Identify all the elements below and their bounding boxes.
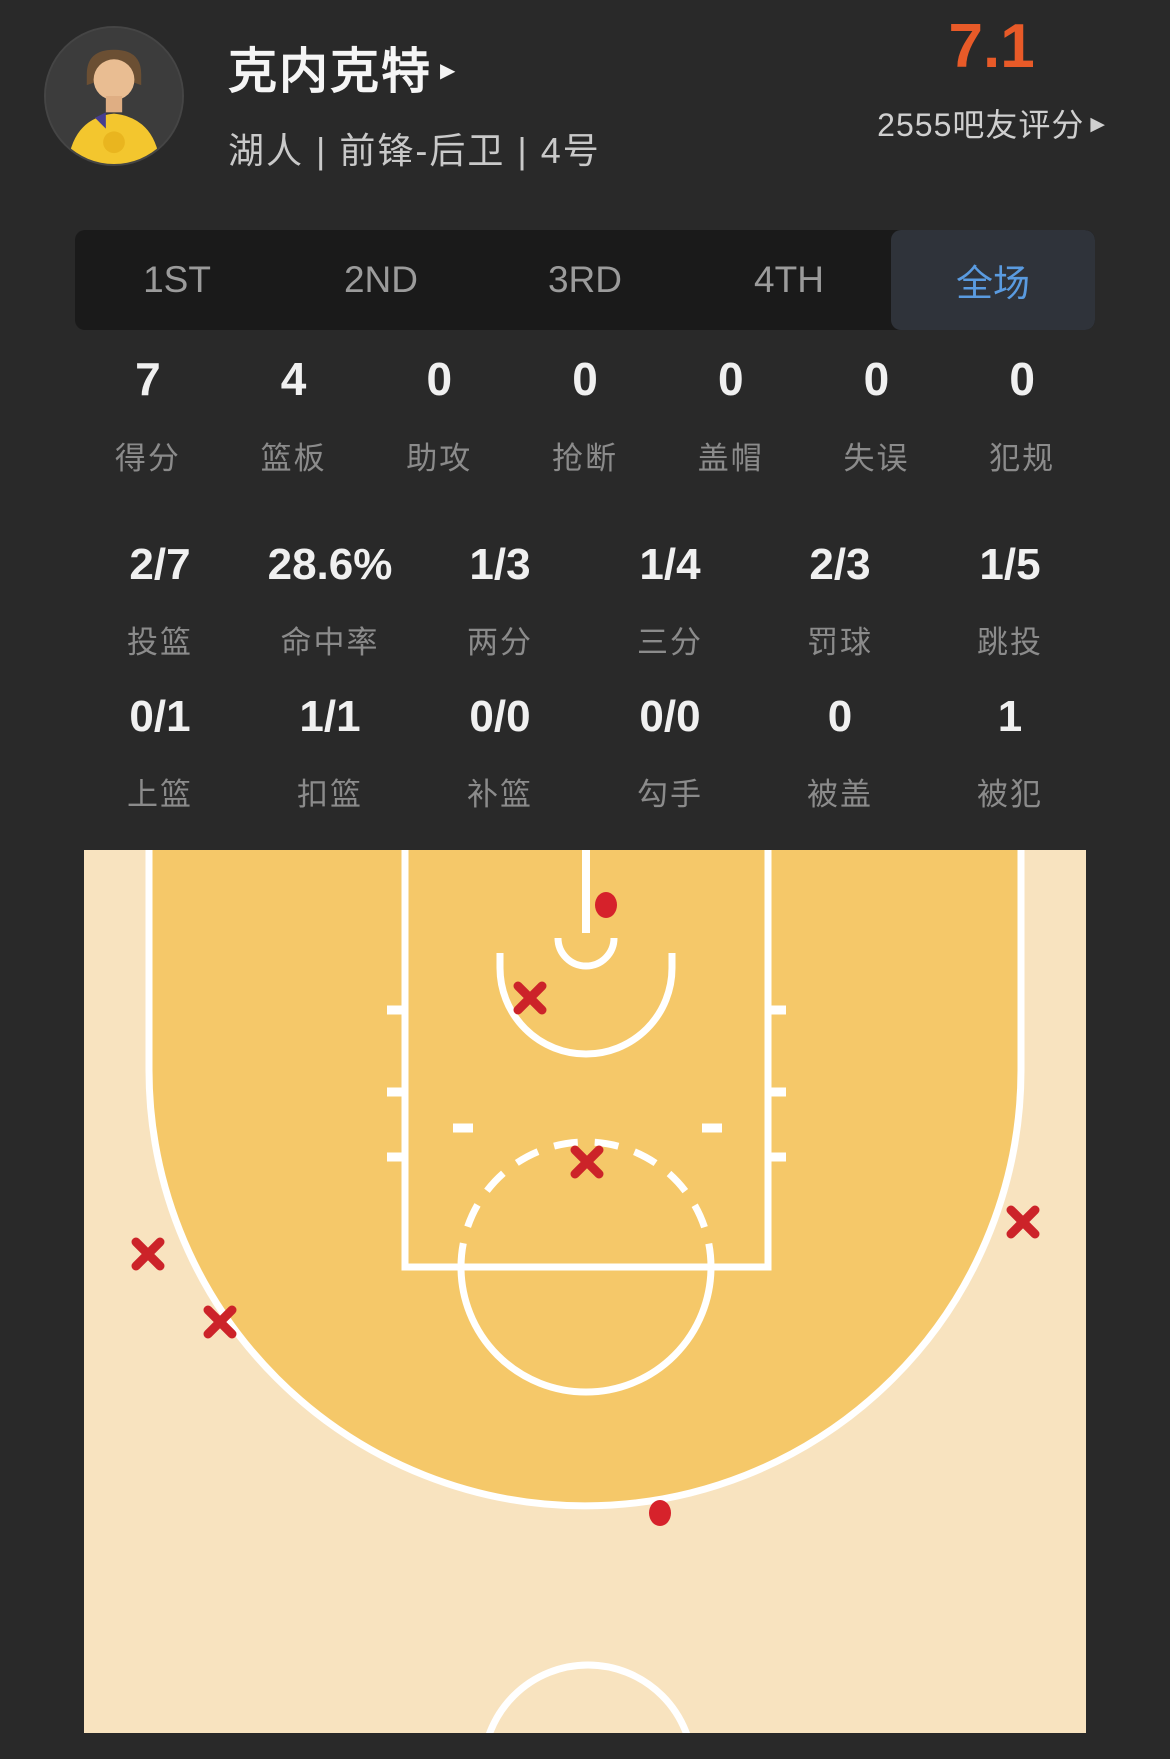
player-team-position: 湖人 | 前锋-后卫 | 4号 (228, 130, 601, 171)
shot-missed-marker (1006, 1205, 1040, 1239)
stat-assists: 0 助攻 (366, 352, 512, 478)
stat-label: 三分 (637, 625, 703, 660)
stat-value: 0 (827, 692, 853, 741)
stat-label: 得分 (114, 441, 181, 476)
shot-missed-marker (513, 981, 547, 1015)
stat-value: 1/1 (299, 692, 361, 741)
stat-label: 补篮 (467, 777, 533, 812)
rim-arc (554, 937, 618, 970)
stat-label: 抢断 (552, 441, 619, 476)
quarter-tabbar: 1ST 2ND 3RD 4TH 全场 (75, 230, 1095, 330)
stat-label: 勾手 (637, 777, 703, 812)
stat-value: 1/4 (639, 540, 701, 589)
shot-missed-marker (131, 1237, 165, 1271)
tab-4th[interactable]: 4TH (754, 259, 824, 300)
stats-row-basic: 7 得分 4 篮板 0 助攻 0 抢断 0 盖帽 0 失误 0 犯规 (75, 352, 1095, 478)
stat-value: 0 (717, 353, 744, 405)
restricted-area-arc (496, 953, 676, 1058)
free-throw-circle-solid (457, 1266, 715, 1396)
center-circle-arc (486, 1661, 690, 1733)
stats-row-shooting: 2/7 投篮 28.6% 命中率 1/3 两分 1/4 三分 2/3 罚球 1/… (75, 540, 1095, 662)
stat-label: 上篮 (127, 777, 193, 812)
tab-1st[interactable]: 1ST (143, 259, 211, 300)
stat-value: 2/7 (129, 540, 191, 589)
lane-hash-marks (387, 1005, 786, 1162)
stat-ft: 2/3 罚球 (755, 540, 925, 662)
stat-label: 罚球 (807, 625, 873, 660)
shot-made-marker (595, 892, 617, 918)
stat-value: 0 (1009, 353, 1035, 405)
stat-value: 0/0 (469, 692, 531, 741)
stat-label: 跳投 (977, 625, 1043, 660)
player-avatar[interactable] (44, 26, 184, 166)
stat-value: 7 (135, 353, 161, 405)
tab-full-game[interactable]: 全场 (891, 230, 1095, 330)
stat-fouls: 0 犯规 (949, 352, 1095, 478)
stat-2pt: 1/3 两分 (415, 540, 585, 662)
stat-label: 两分 (467, 625, 533, 660)
stat-value: 0/0 (639, 692, 701, 741)
rating-caption: 2555吧友评分 (877, 107, 1085, 143)
tab-2nd[interactable]: 2ND (343, 259, 419, 300)
stat-label: 犯规 (989, 441, 1056, 476)
name-chevron-right-icon: ▶ (440, 60, 456, 82)
stat-points: 7 得分 (75, 352, 221, 478)
free-throw-circle-dashed (457, 1138, 715, 1268)
stat-label: 篮板 (260, 441, 327, 476)
stat-value: 0 (572, 353, 598, 405)
stat-value: 0 (426, 353, 453, 405)
stat-rebounds: 4 篮板 (221, 352, 367, 478)
stat-dunk: 1/1 扣篮 (245, 692, 415, 814)
stat-value: 0 (863, 353, 890, 405)
player-name: 克内克特 (228, 45, 433, 99)
tab-3rd[interactable]: 3RD (547, 259, 623, 300)
stat-putback: 0/0 补篮 (415, 692, 585, 814)
player-name-row[interactable]: 克内克特 ▶ (228, 32, 455, 103)
rating-score: 7.1 (948, 12, 1035, 81)
stat-fouled: 1 被犯 (925, 692, 1095, 814)
rating-block[interactable]: 7.1 2555吧友评分 ▶ (877, 16, 1106, 146)
shot-markers-layer (131, 892, 1040, 1526)
stat-label: 失误 (843, 441, 910, 476)
stats-row-detail: 0/1 上篮 1/1 扣篮 0/0 补篮 0/0 勾手 0 被盖 1 被犯 (75, 692, 1095, 814)
shot-chart (84, 850, 1086, 1733)
stat-value: 4 (280, 353, 307, 405)
shot-made-marker (649, 1500, 671, 1526)
stat-label: 扣篮 (297, 777, 363, 812)
stat-3pt: 1/4 三分 (585, 540, 755, 662)
rating-chevron-right-icon: ▶ (1090, 114, 1106, 135)
shot-missed-marker (570, 1145, 604, 1179)
stat-hook: 0/0 勾手 (585, 692, 755, 814)
lane-lines (401, 850, 772, 1271)
stat-label: 命中率 (280, 625, 380, 660)
stat-value: 1 (997, 692, 1023, 741)
stat-label: 助攻 (406, 441, 473, 476)
stat-steals: 0 抢断 (512, 352, 658, 478)
stat-value: 0/1 (129, 692, 191, 741)
three-point-line (145, 850, 1025, 1510)
stat-label: 被盖 (807, 777, 873, 812)
player-photo-icon (46, 28, 182, 164)
stat-value: 2/3 (809, 540, 871, 589)
stat-layup: 0/1 上篮 (75, 692, 245, 814)
stat-blocked: 0 被盖 (755, 692, 925, 814)
stat-value: 1/3 (469, 540, 531, 589)
stat-label: 投篮 (127, 625, 193, 660)
stat-label: 盖帽 (697, 441, 764, 476)
stat-fg-pct: 28.6% 命中率 (245, 540, 415, 662)
stat-blocks: 0 盖帽 (658, 352, 804, 478)
halfcourt-diagram (84, 850, 1086, 1733)
court-inner-area (149, 850, 1021, 1506)
shot-missed-marker (203, 1305, 237, 1339)
stat-jumpshot: 1/5 跳投 (925, 540, 1095, 662)
stat-label: 被犯 (977, 777, 1043, 812)
stat-value: 1/5 (979, 540, 1041, 589)
stat-turnovers: 0 失误 (804, 352, 950, 478)
stat-value: 28.6% (267, 540, 393, 589)
stat-fg: 2/7 投篮 (75, 540, 245, 662)
